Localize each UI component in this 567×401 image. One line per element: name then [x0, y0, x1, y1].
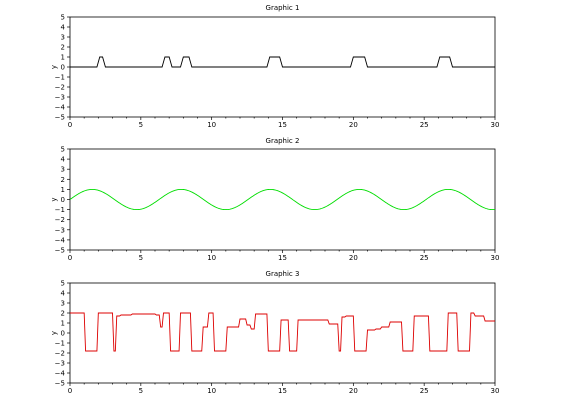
y-tick-label: −3	[55, 94, 65, 102]
series-line-2	[69, 188, 496, 211]
x-tick-label: 5	[139, 254, 143, 262]
x-tick-label: 20	[349, 121, 358, 129]
plot-frame	[69, 282, 496, 384]
y-tick-label: −1	[55, 74, 65, 82]
y-tick-label: 2	[61, 310, 65, 318]
y-tick-label: 0	[61, 196, 65, 204]
y-axis-label: y	[50, 331, 58, 335]
y-tick-label: 3	[61, 34, 65, 42]
plot-frame	[69, 148, 496, 251]
chart-3: Graphic 3 y −5 −4 −3 −2 −1 0 1 2 3 4 5 0 5 10 15 20 25 30	[50, 270, 499, 395]
y-tick-label: −5	[55, 247, 65, 255]
x-tick-label: 30	[491, 121, 500, 129]
y-tick-label: 3	[61, 166, 65, 174]
y-tick-label: 2	[61, 176, 65, 184]
x-tick-label: 0	[68, 254, 72, 262]
x-tick-label: 10	[207, 254, 216, 262]
chart-title: Graphic 1	[266, 4, 300, 12]
x-tick-label: 5	[139, 387, 143, 395]
y-tick-label: −3	[55, 226, 65, 234]
y-tick-label: −2	[55, 216, 65, 224]
y-tick-label: −4	[55, 370, 66, 378]
x-tick-label: 5	[139, 121, 143, 129]
y-axis-label: y	[50, 65, 58, 69]
x-tick-label: 20	[349, 254, 358, 262]
x-tick-label: 0	[68, 387, 72, 395]
x-tick-label: 20	[349, 387, 358, 395]
y-tick-label: 5	[61, 146, 65, 154]
y-tick-label: 4	[61, 156, 66, 164]
series-line-1	[70, 56, 495, 68]
y-tick-label: −5	[55, 114, 65, 122]
y-tick-label: −4	[55, 236, 66, 244]
y-tick-label: −1	[55, 340, 65, 348]
y-tick-label: −2	[55, 350, 65, 358]
x-tick-label: 10	[207, 387, 216, 395]
y-tick-label: 0	[61, 330, 65, 338]
x-tick-label: 15	[278, 121, 287, 129]
y-tick-label: 3	[61, 300, 65, 308]
y-tick-label: 4	[61, 290, 66, 298]
x-tick-label: 15	[278, 254, 287, 262]
chart-1: Graphic 1 y −5 −4 −3 −2 −1 0 1 2 3 4 5 0 5 10 15 20 25 30	[50, 4, 499, 129]
y-tick-label: 2	[61, 44, 65, 52]
x-tick-label: 25	[420, 121, 429, 129]
y-tick-label: 1	[61, 186, 65, 194]
y-tick-label: 4	[61, 24, 66, 32]
x-tick-label: 15	[278, 387, 287, 395]
chart-title: Graphic 2	[266, 137, 300, 145]
y-axis-label: y	[50, 197, 58, 201]
y-tick-label: 5	[61, 14, 65, 22]
y-tick-label: 1	[61, 54, 65, 62]
x-tick-label: 30	[491, 387, 500, 395]
chart-title: Graphic 3	[266, 270, 300, 278]
x-tick-label: 0	[68, 121, 72, 129]
y-tick-label: 1	[61, 320, 65, 328]
x-tick-label: 25	[420, 387, 429, 395]
series-line-3	[70, 312, 495, 352]
chart-2: Graphic 2 y −5 −4 −3 −2 −1 0 1 2 3 4 5 0 5 10 15 20 25 30	[50, 137, 499, 262]
y-tick-label: −3	[55, 360, 65, 368]
x-tick-label: 30	[491, 254, 500, 262]
x-tick-label: 10	[207, 121, 216, 129]
x-tick-label: 25	[420, 254, 429, 262]
y-tick-label: 0	[61, 64, 65, 72]
y-tick-label: 5	[61, 280, 65, 288]
y-tick-label: −4	[55, 104, 66, 112]
y-tick-label: −2	[55, 84, 65, 92]
y-tick-label: −1	[55, 206, 65, 214]
y-tick-label: −5	[55, 380, 65, 388]
